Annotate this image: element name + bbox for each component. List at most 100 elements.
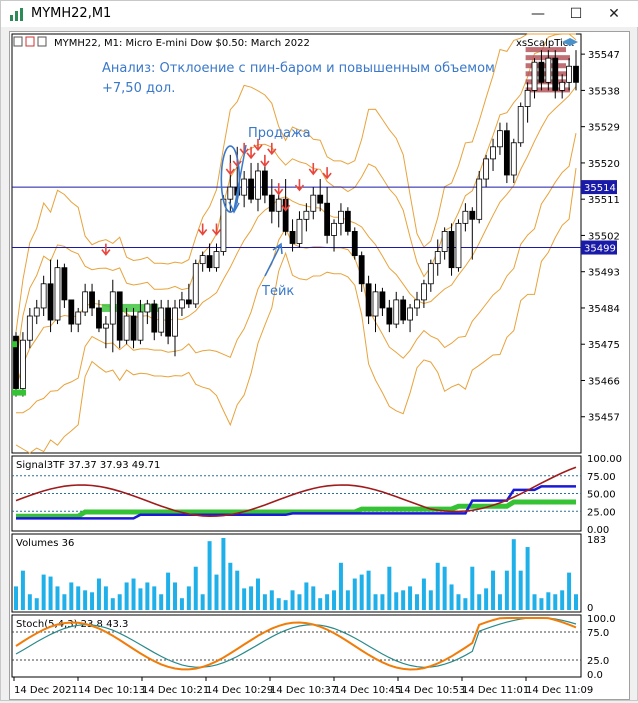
candle-body [421, 283, 427, 301]
annotation-profit: +7,50 дол. [102, 81, 175, 96]
sell-arrow-icon [211, 223, 222, 236]
band-lower [16, 132, 577, 414]
volume-bar [504, 570, 509, 610]
price-level-tag [581, 240, 617, 255]
volume-bar [221, 538, 226, 610]
candle-body [172, 307, 178, 337]
volume-bar [297, 594, 302, 610]
volume-bar [470, 566, 475, 610]
volume-bar [345, 590, 350, 610]
chart-header: MYMH22, M1: Micro E-mini Dow $0.50: Marc… [54, 38, 310, 49]
candle-body [559, 81, 566, 91]
signal-green-line [16, 499, 576, 519]
minimize-button[interactable]: — [531, 6, 545, 22]
take-pointer-arrow [264, 245, 281, 277]
candle-body [448, 231, 455, 269]
price-tick-label: 35493 [588, 268, 620, 279]
stoch-tick-label: 100.0 [587, 614, 616, 625]
sell-pointer-arrowhead [228, 201, 240, 214]
volume-bar [200, 594, 205, 610]
candle-body [241, 178, 248, 196]
sell-arrow-icon [294, 179, 305, 192]
candle-body [573, 65, 579, 83]
candle-body [545, 57, 552, 83]
volume-bar [249, 586, 254, 610]
stoch-tick-label: 75.0 [587, 628, 609, 639]
sell-arrow-icon [101, 243, 111, 256]
chart-area[interactable]: 35547 35538 35529 35520 35511 35502 35493 35484… [9, 31, 630, 700]
sell-arrow-icon [267, 142, 277, 156]
stoch-panel [11, 614, 582, 678]
volume-bar [96, 578, 101, 610]
sell-arrow-icon [198, 223, 208, 236]
volume-bar [242, 588, 247, 610]
stoch-label: Stoch(5,4,3) 23.8 43.3 [16, 619, 128, 630]
stoch-tick-label: 0.0 [587, 670, 603, 681]
signal-red-line [15, 466, 577, 518]
signal-tick-label: 50.00 [587, 490, 616, 501]
candle-body [289, 231, 296, 244]
volume-bar [290, 590, 295, 610]
price-tick-label: 35466 [588, 376, 620, 387]
candle-body [331, 222, 337, 236]
volume-bar [235, 570, 240, 610]
volume-bar [152, 586, 157, 610]
volume-bar [124, 582, 129, 610]
volume-bar [283, 600, 288, 610]
candle-body [26, 315, 33, 341]
candle-body [462, 210, 469, 224]
volume-bar [532, 594, 537, 610]
volume-bar [179, 598, 184, 610]
volume-min-label: 0 [587, 603, 593, 614]
price-tick-label: 35484 [588, 304, 620, 315]
demand-zone [101, 303, 159, 312]
candle-body [414, 299, 420, 309]
volume-bar [414, 594, 419, 610]
candle-body [96, 307, 102, 329]
price-tick-label: 35538 [588, 86, 620, 97]
candle-body [407, 307, 413, 321]
sell-arrow-icon [274, 183, 284, 196]
volume-bar [387, 566, 392, 610]
candle-body [227, 186, 234, 200]
volume-bar [539, 598, 544, 610]
maximize-button[interactable]: ☐ [569, 6, 583, 22]
signal-label: Signal3TF 37.37 37.93 49.71 [16, 460, 160, 471]
volume-bar [449, 584, 454, 610]
volume-bar [14, 586, 18, 610]
volume-bar [511, 539, 516, 610]
title-bar[interactable]: MYMH22,M1 — ☐ ✕ [1, 1, 638, 27]
main-panel [11, 33, 582, 454]
candle-body [469, 210, 476, 220]
candle-body [165, 307, 171, 337]
volume-bar [173, 582, 178, 610]
candle-body [275, 198, 282, 212]
volume-bar [117, 594, 122, 610]
volume-bar [311, 586, 316, 610]
chart-canvas[interactable]: 35547 35538 35529 35520 35511 35502 35493 35484… [10, 32, 629, 699]
volume-bar [207, 541, 212, 610]
signal-tick-label: 75.00 [587, 472, 616, 483]
volume-bar [138, 588, 143, 610]
candle-body [351, 231, 358, 256]
candle-body [517, 106, 524, 144]
volume-bar [34, 598, 39, 610]
volume-bar [574, 594, 578, 610]
volume-bar [193, 566, 198, 610]
cap-icon [562, 38, 578, 46]
candle-body [324, 202, 331, 236]
volume-bar [145, 582, 150, 610]
volume-bar [394, 592, 399, 610]
candle-body [476, 178, 483, 220]
volume-bar [41, 574, 46, 610]
close-button[interactable]: ✕ [608, 6, 620, 22]
time-tick-label: 14 Dec 10:53 [398, 685, 465, 696]
candle-body [434, 251, 441, 265]
candle-body [13, 335, 19, 389]
volume-bar [491, 570, 496, 610]
candle-body [552, 57, 559, 91]
band-outer-upper [15, 33, 576, 333]
volume-bar [484, 588, 489, 610]
xs-scalp-label: xsScalpTick [516, 38, 574, 49]
